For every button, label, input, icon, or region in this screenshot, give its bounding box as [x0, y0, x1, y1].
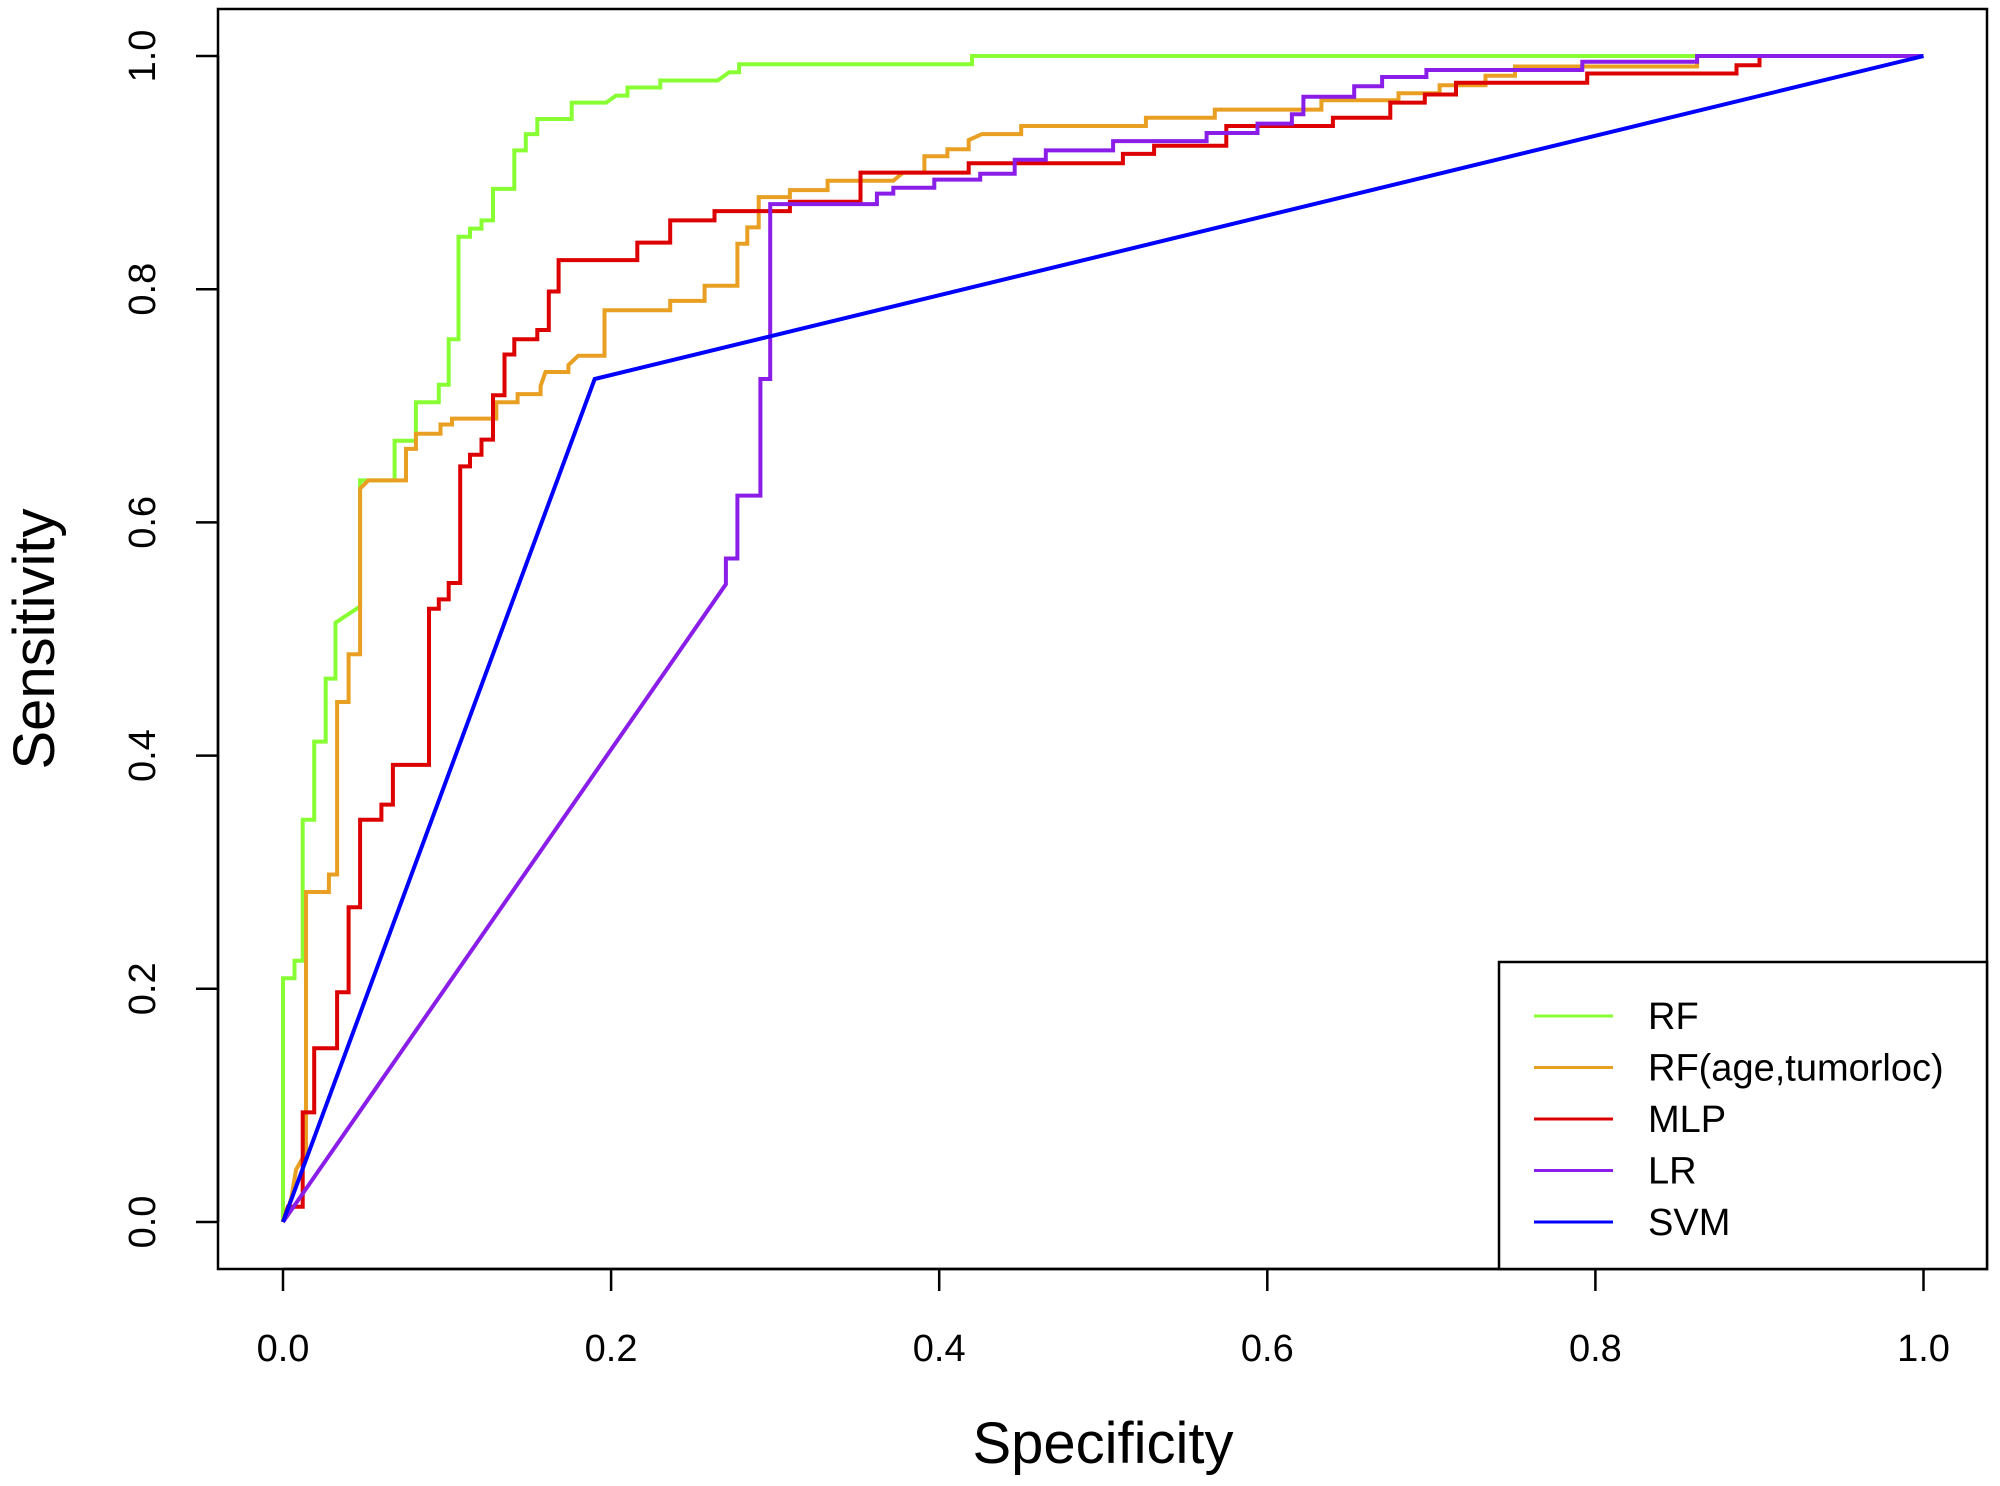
legend-box: [1497, 960, 1989, 1271]
x-tick-label: 0.0: [257, 1328, 310, 1370]
series-line-svm: [281, 54, 1924, 1223]
series-line-rf: [281, 54, 1924, 1222]
y-axis-title: Sensitivity: [2, 508, 67, 769]
x-tick-label: 0.4: [913, 1328, 966, 1370]
x-tick-label: 0.6: [1241, 1328, 1294, 1370]
y-tick-label: 0.2: [122, 962, 164, 1015]
x-axis-title: Specificity: [972, 1411, 1233, 1476]
legend-label: RF: [1648, 996, 1699, 1038]
legend-label: RF(age,tumorloc): [1648, 1048, 1944, 1090]
y-tick-label: 0.0: [122, 1196, 164, 1249]
y-tick-label: 0.4: [122, 729, 164, 782]
legend-label: LR: [1648, 1151, 1697, 1193]
y-tick-label: 1.0: [122, 30, 164, 83]
x-tick-label: 0.2: [585, 1328, 638, 1370]
legend-label: MLP: [1648, 1099, 1726, 1141]
legend: RF RF(age,tumorloc) MLP LR SVM: [1497, 960, 1989, 1271]
x-tick-label: 1.0: [1897, 1328, 1950, 1370]
y-tick-label: 0.6: [122, 496, 164, 549]
legend-label: SVM: [1648, 1202, 1730, 1244]
x-tick-label: 0.8: [1569, 1328, 1622, 1370]
series-line-lr: [281, 54, 1924, 1224]
x-axis: 0.0 0.2 0.4 0.6 0.8 1.0: [257, 1267, 1950, 1370]
y-tick-label: 0.8: [122, 263, 164, 316]
series-line-rf-age-tumorloc: [281, 54, 1924, 1223]
y-axis: 0.0 0.2 0.4 0.6 0.8 1.0: [122, 30, 220, 1249]
series-line-mlp: [281, 54, 1924, 1223]
series-lines: [281, 54, 1924, 1224]
